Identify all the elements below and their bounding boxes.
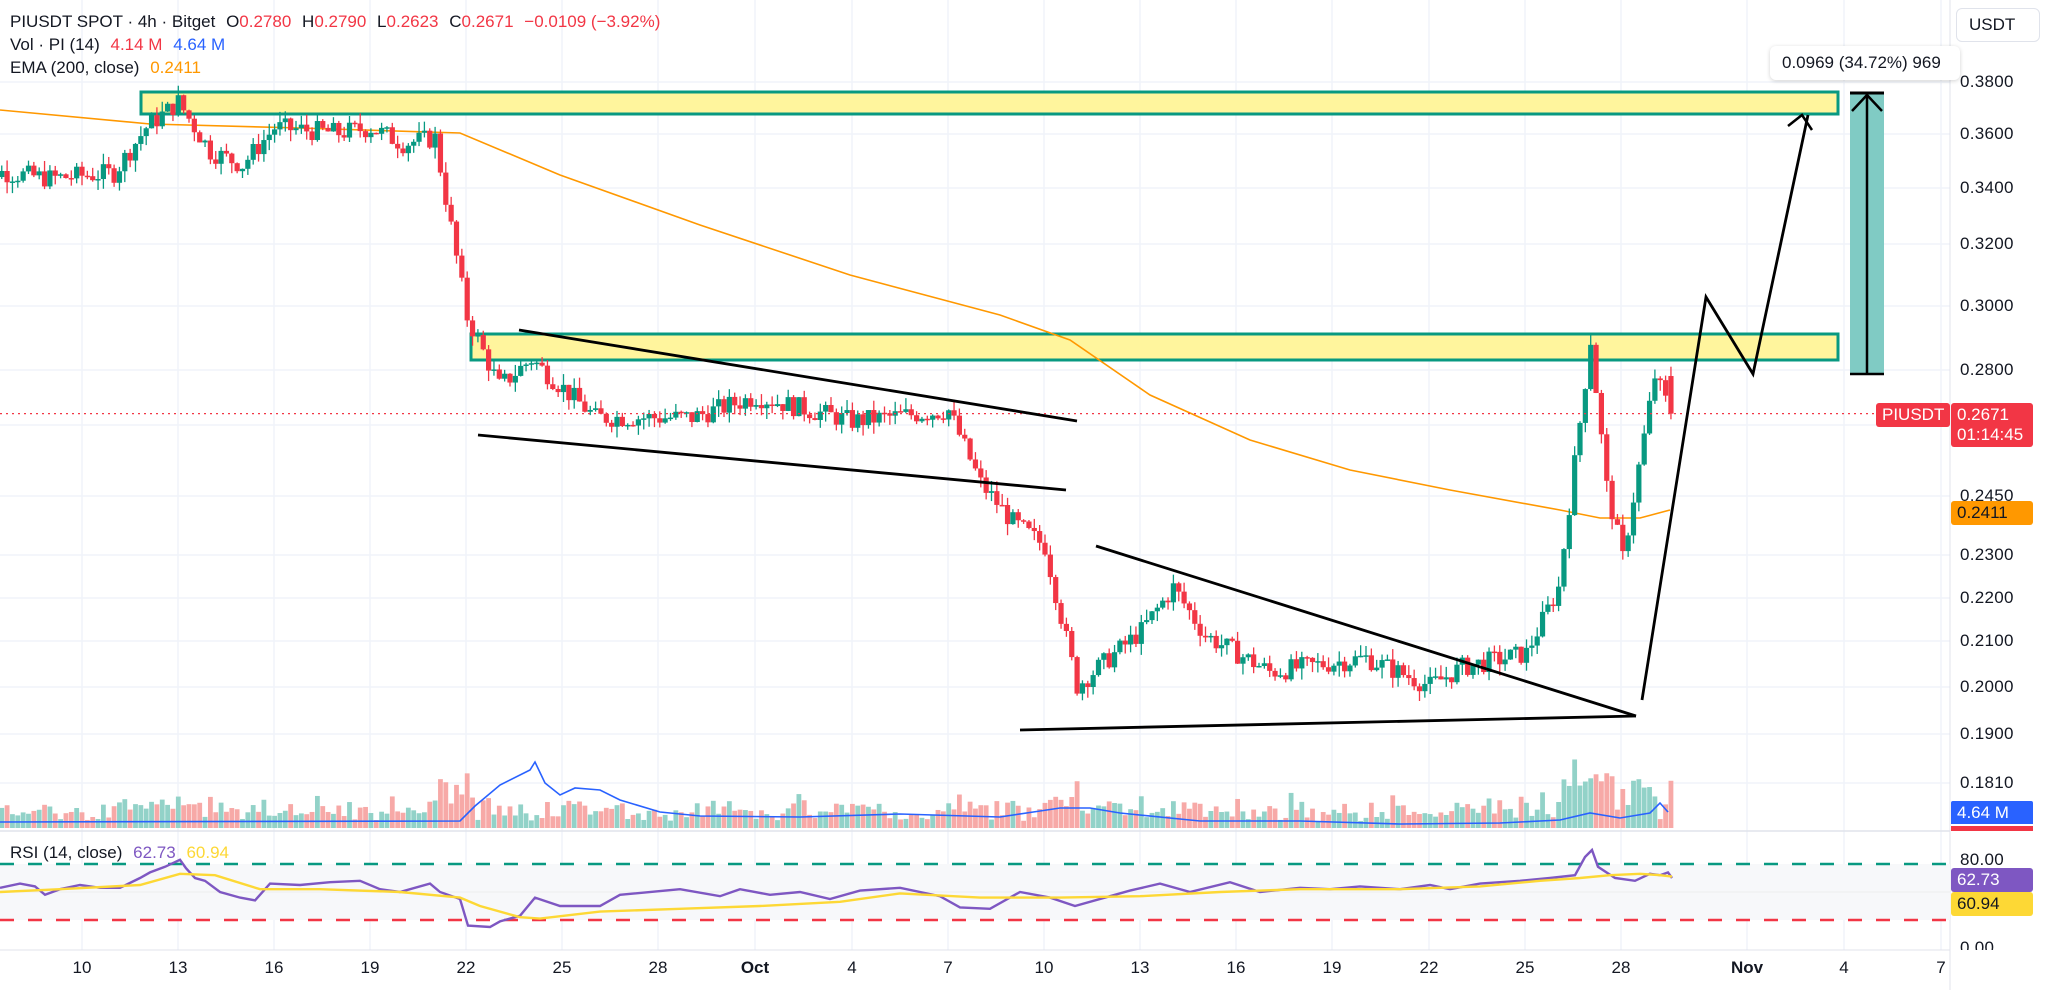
rsi-axis-label-0: 0.00 — [1960, 938, 1995, 950]
current-price-tag: 0.2671 01:14:45 — [1951, 403, 2033, 447]
time-axis-label: 4 — [1839, 958, 1849, 977]
volume-tag-bar — [1951, 826, 2033, 831]
current-price: 0.2671 — [1957, 405, 2009, 424]
ema-legend[interactable]: EMA (200, close) 0.2411 — [10, 57, 207, 79]
close-value: 0.2671 — [461, 12, 514, 31]
time-axis-label: 19 — [360, 958, 380, 977]
price-axis-label: 0.2200 — [1960, 588, 2014, 607]
candle-countdown: 01:14:45 — [1957, 425, 2024, 444]
time-axis-label: 22 — [456, 958, 476, 977]
volume-ma-tag: 4.64 M — [1951, 801, 2033, 824]
ema-price-tag: 0.2411 — [1951, 501, 2033, 525]
rsi-ma-value: 60.94 — [186, 843, 229, 862]
price-axis-label: 0.2800 — [1960, 360, 2014, 379]
price-axis-label: 0.2450 — [1960, 486, 2014, 505]
open-value: 0.2780 — [239, 12, 292, 31]
volume-legend[interactable]: Vol · PI (14) 4.14 M 4.64 M — [10, 34, 231, 56]
price-axis-label: 0.2000 — [1960, 677, 2014, 696]
rsi-value: 62.73 — [133, 843, 176, 862]
price-axis-label: 0.2300 — [1960, 545, 2014, 564]
high-value: 0.2790 — [314, 12, 367, 31]
volume-value: 4.14 M — [110, 35, 163, 54]
volume-legend-label: Vol · PI (14) — [10, 35, 100, 54]
ema-200-line — [0, 109, 1671, 519]
time-axis-label: 7 — [943, 958, 953, 977]
time-axis-label: 10 — [1034, 958, 1054, 977]
time-axis-label: 13 — [168, 958, 188, 977]
symbol-title[interactable]: PIUSDT SPOT · 4h · Bitget — [10, 12, 216, 31]
rsi-legend-label: RSI (14, close) — [10, 843, 123, 862]
candlesticks — [0, 85, 1674, 701]
time-axis-label: 19 — [1322, 958, 1342, 977]
time-axis-label: 7 — [1936, 958, 1946, 977]
time-axis-label: 16 — [1226, 958, 1246, 977]
time-axis-label: Oct — [740, 958, 770, 977]
symbol-price-tag: PIUSDT — [1876, 403, 1951, 427]
upper-resistance-zone — [139, 90, 1840, 116]
price-range-tooltip: 0.0969 (34.72%) 969 — [1770, 46, 1960, 80]
price-axis-label: 0.3600 — [1960, 124, 2014, 143]
change-value: −0.0109 (−3.92%) — [524, 12, 661, 31]
price-axis-label: 0.1810 — [1960, 773, 2014, 792]
time-axis-label: 16 — [264, 958, 284, 977]
rsi-axis-label-80: 80.00 — [1960, 850, 2005, 869]
rsi-legend[interactable]: RSI (14, close) 62.73 60.94 — [10, 842, 235, 864]
price-axis-label: 0.1900 — [1960, 724, 2014, 743]
symbol-legend: PIUSDT SPOT · 4h · Bitget O0.2780 H0.279… — [10, 12, 661, 31]
rsi-pane — [0, 847, 1950, 929]
volume-ma-value: 4.64 M — [173, 35, 226, 54]
volume-bars — [0, 759, 1674, 828]
time-axis-label: 4 — [847, 958, 857, 977]
time-axis-label: 28 — [1611, 958, 1631, 977]
lower-resistance-zone — [469, 332, 1840, 362]
low-value: 0.2623 — [386, 12, 439, 31]
price-axis-label: 0.3800 — [1960, 72, 2014, 91]
time-axis-label: 10 — [72, 958, 92, 977]
trend-drawings[interactable] — [0, 91, 1884, 732]
price-axis-label: 0.3000 — [1960, 296, 2014, 315]
ema-value: 0.2411 — [150, 58, 201, 77]
resistance-zones[interactable] — [139, 90, 1884, 374]
time-axis-label: 25 — [552, 958, 572, 977]
time-axis-label: 13 — [1130, 958, 1150, 977]
rsi-tag: 62.73 — [1951, 868, 2033, 892]
price-axis-label: 0.2100 — [1960, 631, 2014, 650]
time-axis-label: 22 — [1419, 958, 1439, 977]
time-axis-label: 25 — [1515, 958, 1535, 977]
price-axis-label: 0.3400 — [1960, 178, 2014, 197]
price-axis-label: 0.3200 — [1960, 234, 2014, 253]
rsi-ma-tag: 60.94 — [1951, 892, 2033, 916]
chart-grid — [0, 0, 1951, 990]
time-axis-label: 28 — [648, 958, 668, 977]
time-axis-label: Nov — [1730, 958, 1764, 977]
ema-legend-label: EMA (200, close) — [10, 58, 140, 77]
currency-selector-button[interactable]: USDT — [1956, 8, 2040, 42]
